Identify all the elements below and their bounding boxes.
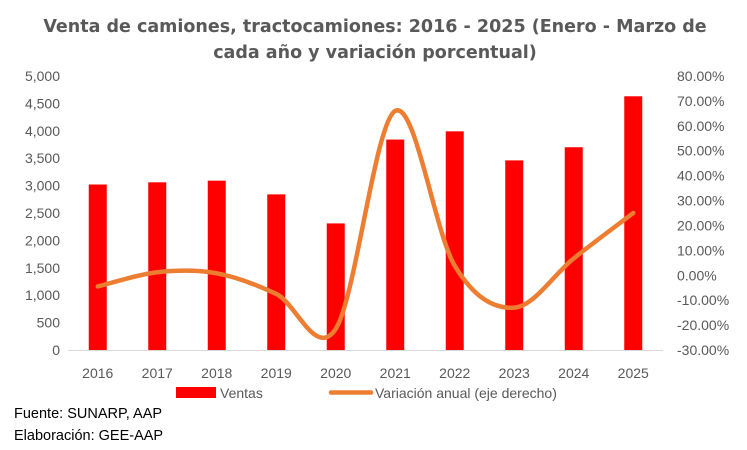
y-right-tick-label: 30.00%: [677, 193, 724, 209]
chart-title: Venta de camiones, tractocamiones: 2016 …: [40, 14, 710, 66]
y-right-tick-label: -30.00%: [677, 342, 729, 358]
y-right-tick-label: 40.00%: [677, 168, 724, 184]
y-right-tick-label: 10.00%: [677, 242, 724, 258]
y-right-tick-label: 20.00%: [677, 217, 724, 233]
x-tick-label: 2020: [320, 365, 351, 381]
bar-ventas-2019: [267, 194, 286, 350]
line-variacion-anual: [95, 108, 636, 340]
bar-ventas-2024: [564, 147, 583, 350]
y-left-tick-label: 4,000: [25, 123, 60, 139]
y-right-tick-label: 70.00%: [677, 93, 724, 109]
y-left-tick-label: 3,000: [25, 178, 60, 194]
y-right-tick-label: 60.00%: [677, 118, 724, 134]
x-tick-label: 2019: [261, 365, 292, 381]
chart-title-line-2: cada año y variación porcentual): [213, 43, 537, 63]
y-left-tick-label: 3,500: [25, 150, 60, 166]
footer-source: Fuente: SUNARP, AAP: [14, 406, 163, 422]
bar-ventas-2017: [148, 182, 167, 350]
y-left-tick-label: 1,500: [25, 260, 60, 276]
bar-ventas-2018: [207, 180, 226, 350]
legend-label-ventas: Ventas: [220, 385, 263, 401]
x-tick-label: 2022: [439, 365, 470, 381]
y-left-tick-label: 2,000: [25, 232, 60, 248]
x-tick-label: 2017: [142, 365, 173, 381]
y-left-tick-label: 4,500: [25, 95, 60, 111]
legend-swatch-ventas: [176, 387, 216, 398]
bar-ventas-2023: [505, 160, 524, 350]
x-tick-label: 2021: [380, 365, 411, 381]
bar-ventas-2025: [624, 96, 643, 350]
bar-ventas-2021: [386, 139, 405, 350]
y-right-tick-label: 80.00%: [677, 68, 724, 84]
y-right-tick-label: -20.00%: [677, 317, 729, 333]
y-left-tick-label: 500: [37, 315, 61, 331]
x-tick-label: 2024: [558, 365, 589, 381]
y-right-tick-label: 0.00%: [677, 267, 717, 283]
x-tick-label: 2016: [82, 365, 113, 381]
bar-ventas-2022: [445, 131, 464, 350]
x-tick-label: 2023: [499, 365, 530, 381]
y-left-tick-label: 1,000: [25, 287, 60, 303]
legend-label-variacion: Variación anual (eje derecho): [375, 385, 557, 401]
y-right-tick-label: -10.00%: [677, 292, 729, 308]
y-left-tick-label: 5,000: [25, 68, 60, 84]
y-right-tick-label: 50.00%: [677, 143, 724, 159]
y-left-tick-label: 0: [52, 342, 60, 358]
y-left-tick-label: 2,500: [25, 205, 60, 221]
chart-title-line-1: Venta de camiones, tractocamiones: 2016 …: [43, 17, 707, 37]
bar-ventas-2016: [88, 184, 107, 350]
footer-elaboration: Elaboración: GEE-AAP: [14, 428, 164, 444]
x-tick-label: 2018: [201, 365, 232, 381]
x-tick-label: 2025: [618, 365, 649, 381]
